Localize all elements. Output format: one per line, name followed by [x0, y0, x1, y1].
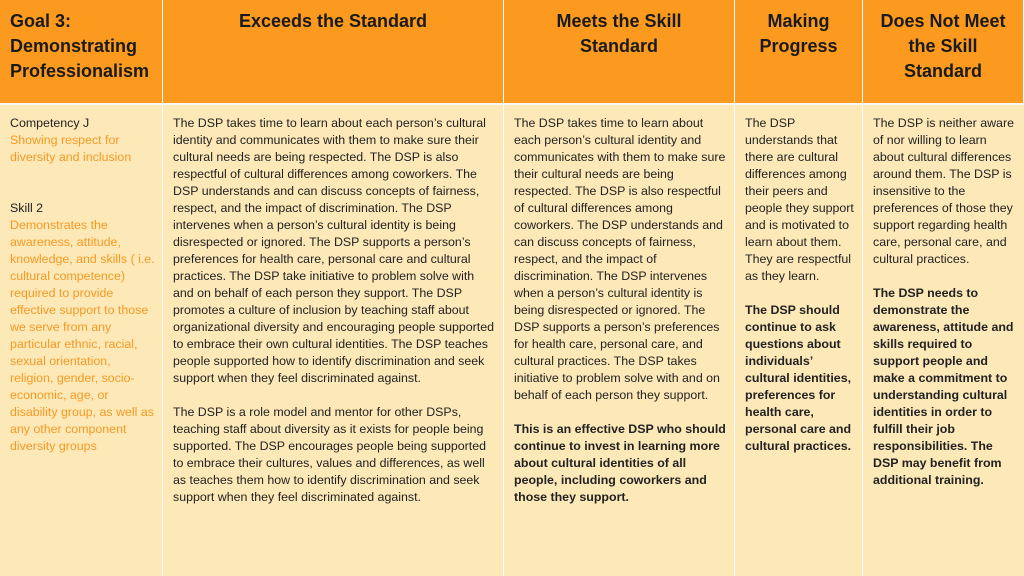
header-meets: Meets the Skill Standard — [504, 0, 735, 105]
meets-paragraph-2: This is an effective DSP who should cont… — [514, 422, 726, 504]
not-meet-paragraph-1: The DSP is neither aware of nor willing … — [873, 116, 1014, 266]
does-not-meet-column: The DSP is neither aware of nor willing … — [863, 105, 1024, 576]
header-making-progress: Making Progress — [735, 0, 863, 105]
skill-description: Demonstrates the awareness, attitude, kn… — [10, 218, 155, 453]
goal-column: Competency J Showing respect for diversi… — [0, 105, 163, 576]
making-paragraph-1: The DSP understands that there are cultu… — [745, 116, 854, 283]
competency-description: Showing respect for diversity and inclus… — [10, 133, 132, 164]
meets-paragraph-1: The DSP takes time to learn about each p… — [514, 116, 726, 402]
exceeds-paragraph-1: The DSP takes time to learn about each p… — [173, 116, 495, 385]
header-goal: Goal 3: Demonstrating Professionalism — [0, 0, 163, 105]
skill-label: Skill 2 — [10, 201, 44, 215]
exceeds-column: The DSP takes time to learn about each p… — [163, 105, 504, 576]
meets-column: The DSP takes time to learn about each p… — [504, 105, 735, 576]
not-meet-paragraph-2: The DSP needs to demonstrate the awarene… — [873, 286, 1014, 487]
exceeds-paragraph-2: The DSP is a role model and mentor for o… — [173, 405, 486, 504]
making-paragraph-2: The DSP should continue to ask questions… — [745, 303, 852, 453]
competency-label: Competency J — [10, 116, 90, 130]
making-progress-column: The DSP understands that there are cultu… — [735, 105, 863, 576]
header-exceeds: Exceeds the Standard — [163, 0, 504, 105]
header-does-not-meet: Does Not Meet the Skill Standard — [863, 0, 1024, 105]
